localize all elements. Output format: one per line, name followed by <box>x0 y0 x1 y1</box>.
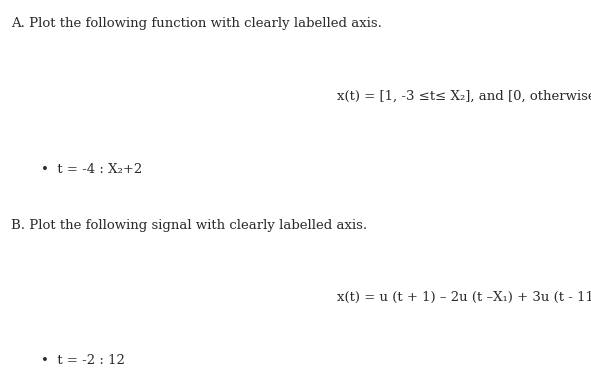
Text: A. Plot the following function with clearly labelled axis.: A. Plot the following function with clea… <box>11 17 382 30</box>
Text: B. Plot the following signal with clearly labelled axis.: B. Plot the following signal with clearl… <box>11 219 367 232</box>
Text: x(t) = u (t + 1) – 2u (t –X₁) + 3u (t - 11): x(t) = u (t + 1) – 2u (t –X₁) + 3u (t - … <box>337 291 591 304</box>
Text: x(t) = [1, -3 ≤t≤ X₂], and [0, otherwise]: x(t) = [1, -3 ≤t≤ X₂], and [0, otherwise… <box>337 90 591 103</box>
Text: •  t = -2 : 12: • t = -2 : 12 <box>41 354 125 368</box>
Text: •  t = -4 : X₂+2: • t = -4 : X₂+2 <box>41 163 142 176</box>
